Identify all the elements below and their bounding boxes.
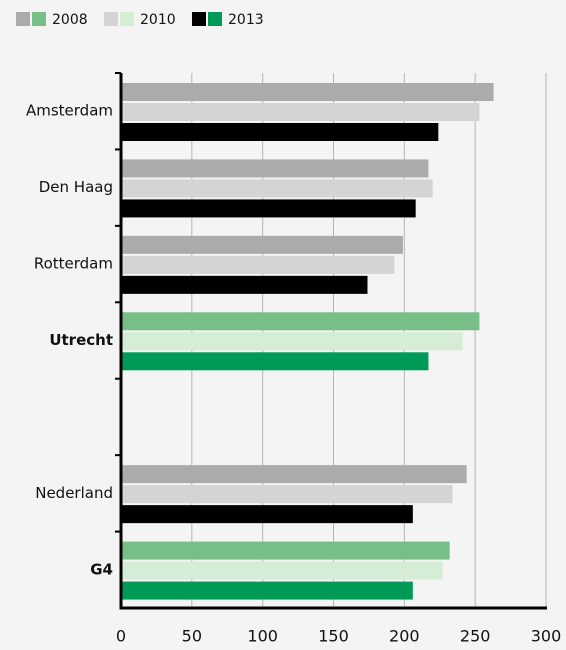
bar xyxy=(121,465,467,484)
bar xyxy=(121,312,480,331)
legend-swatch xyxy=(192,12,206,26)
bar xyxy=(121,505,413,524)
x-tick-label: 300 xyxy=(531,627,562,646)
category-label: Utrecht xyxy=(49,331,113,349)
legend-swatch xyxy=(16,12,30,26)
bar xyxy=(121,83,494,101)
bar xyxy=(121,103,480,121)
bar xyxy=(121,352,429,371)
bar xyxy=(121,255,395,274)
legend-swatch xyxy=(208,12,222,26)
bar xyxy=(121,199,416,218)
bar xyxy=(121,541,450,560)
bar xyxy=(121,561,443,580)
category-label: Rotterdam xyxy=(34,255,113,273)
x-tick-label: 250 xyxy=(460,627,491,646)
bar xyxy=(121,581,413,600)
bar xyxy=(121,179,433,198)
x-tick-label: 100 xyxy=(247,627,278,646)
bar xyxy=(121,275,368,294)
bar xyxy=(121,485,453,504)
category-label: Nederland xyxy=(35,484,113,502)
bar xyxy=(121,332,463,351)
legend-label: 2008 xyxy=(52,12,88,28)
x-tick-label: 0 xyxy=(116,627,126,646)
bar xyxy=(121,159,429,178)
x-tick-label: 150 xyxy=(318,627,349,646)
bar xyxy=(121,235,403,254)
x-tick-label: 50 xyxy=(182,627,202,646)
legend-label: 2013 xyxy=(228,12,264,28)
x-tick-label: 200 xyxy=(389,627,420,646)
bar xyxy=(121,123,439,141)
legend-label: 2010 xyxy=(140,12,176,28)
legend-swatch xyxy=(104,12,118,26)
category-label: G4 xyxy=(90,560,113,578)
legend-swatch xyxy=(120,12,134,26)
legend-swatch xyxy=(32,12,46,26)
category-label: Amsterdam xyxy=(26,102,113,120)
category-label: Den Haag xyxy=(39,178,113,196)
